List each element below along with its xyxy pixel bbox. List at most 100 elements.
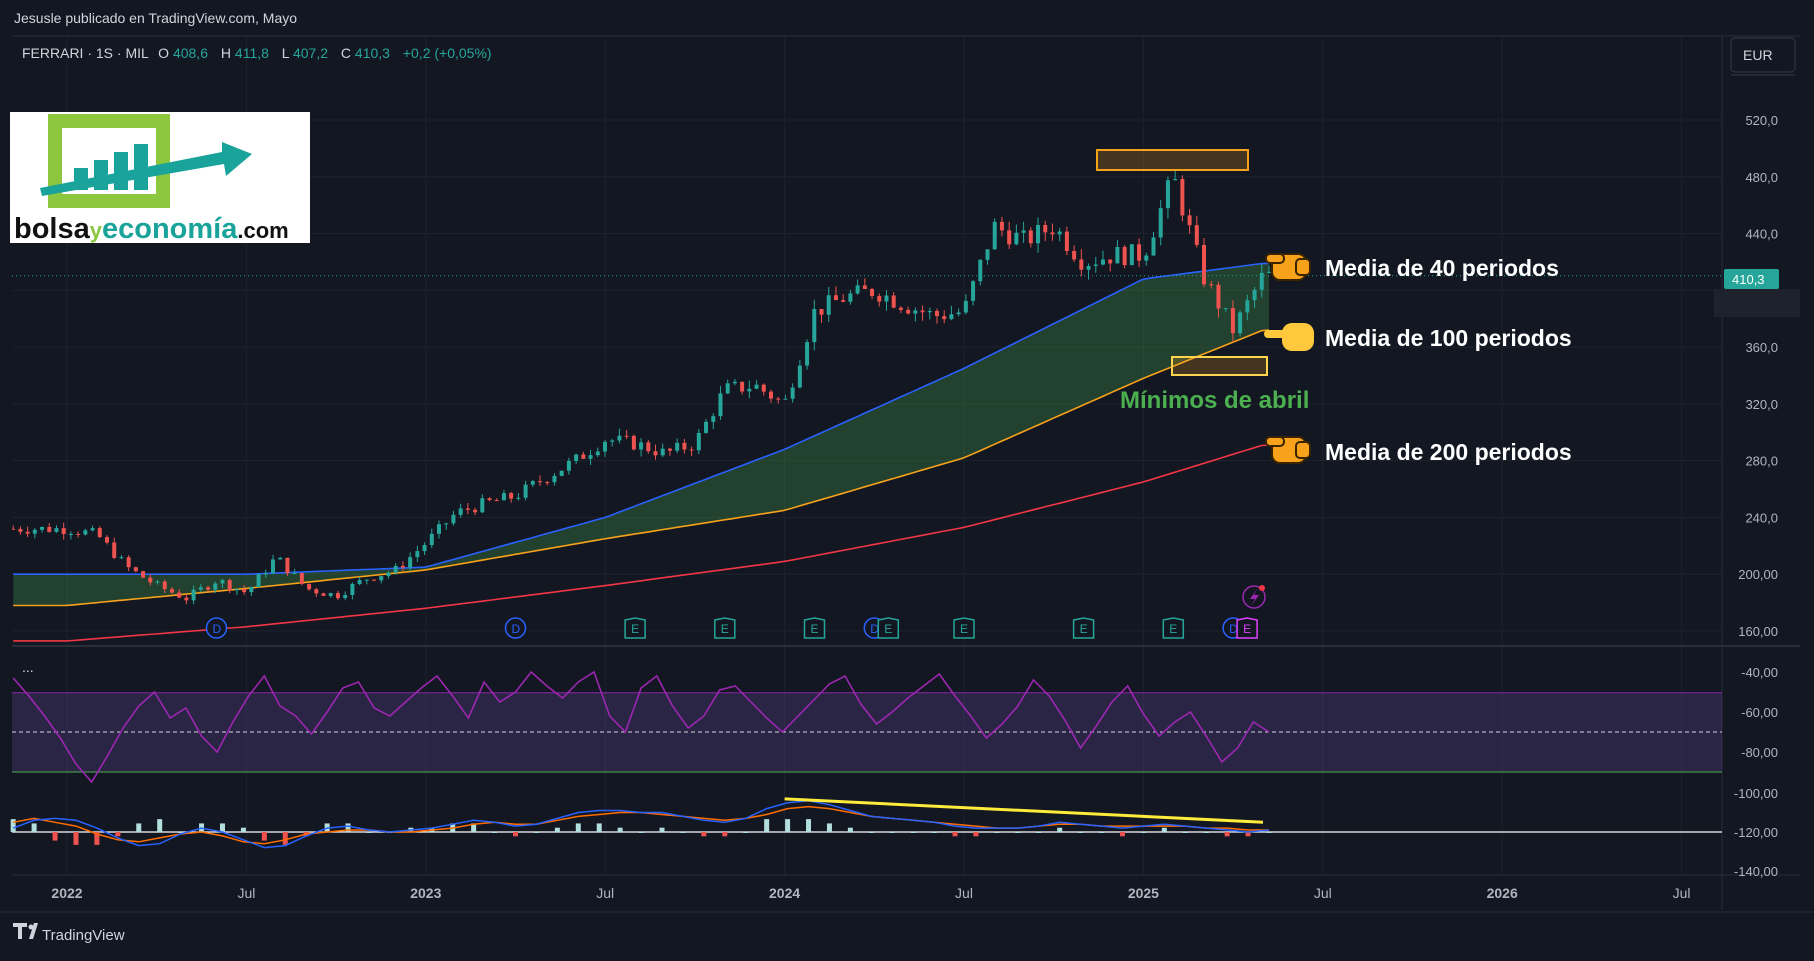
- candle-body[interactable]: [1259, 272, 1264, 290]
- candle-body[interactable]: [155, 581, 160, 583]
- candle-body[interactable]: [624, 435, 629, 437]
- event-marker[interactable]: D: [205, 617, 228, 639]
- candle-body[interactable]: [776, 398, 781, 400]
- candle-body[interactable]: [141, 571, 146, 578]
- candle-body[interactable]: [350, 583, 355, 595]
- candle-body[interactable]: [1223, 308, 1228, 310]
- candle-body[interactable]: [68, 533, 73, 535]
- price-axis[interactable]: 520,0480,0440,0400,0360,0320,0280,0240,0…: [1714, 113, 1800, 879]
- candle-body[interactable]: [112, 542, 117, 558]
- candle-body[interactable]: [451, 514, 456, 524]
- candle-body[interactable]: [429, 533, 434, 546]
- candle-body[interactable]: [942, 316, 947, 320]
- candle-body[interactable]: [177, 592, 182, 598]
- candle-body[interactable]: [1230, 308, 1235, 334]
- candle-body[interactable]: [639, 442, 644, 450]
- april-lows-box[interactable]: [1171, 356, 1268, 376]
- candle-body[interactable]: [588, 455, 593, 459]
- time-axis[interactable]: 2022 Jul 2023 Jul 2024 Jul 2025 Jul 2026 Jul: [51, 885, 1690, 901]
- earnings-marker-icon[interactable]: [714, 617, 736, 639]
- candle-body[interactable]: [1144, 255, 1149, 261]
- candle-body[interactable]: [934, 310, 939, 317]
- candle-body[interactable]: [1252, 289, 1257, 301]
- earnings-marker-icon[interactable]: [953, 617, 975, 639]
- candle-body[interactable]: [675, 442, 680, 451]
- candle-body[interactable]: [234, 589, 239, 591]
- candle-body[interactable]: [768, 391, 773, 399]
- lightning-icon[interactable]: [1242, 585, 1266, 609]
- candle-body[interactable]: [682, 442, 687, 450]
- candle-body[interactable]: [826, 295, 831, 315]
- candle-body[interactable]: [1064, 231, 1069, 251]
- dividend-marker-icon[interactable]: [504, 617, 527, 639]
- candle-body[interactable]: [559, 470, 564, 476]
- currency-box[interactable]: [1730, 37, 1796, 73]
- candle-body[interactable]: [83, 530, 88, 535]
- candle-body[interactable]: [119, 557, 124, 559]
- candle-body[interactable]: [718, 393, 723, 417]
- candle-body[interactable]: [487, 498, 492, 501]
- candle-body[interactable]: [1086, 266, 1091, 270]
- candle-body[interactable]: [646, 442, 651, 452]
- candle-body[interactable]: [1036, 224, 1041, 244]
- candle-body[interactable]: [263, 573, 268, 575]
- candle-body[interactable]: [1100, 259, 1105, 265]
- candle-body[interactable]: [220, 580, 225, 584]
- candle-body[interactable]: [1165, 180, 1170, 209]
- candle-body[interactable]: [292, 573, 297, 575]
- event-marker[interactable]: E: [714, 617, 736, 639]
- earnings-marker-icon[interactable]: [1236, 617, 1258, 639]
- candle-body[interactable]: [11, 528, 16, 530]
- candle-body[interactable]: [704, 421, 709, 433]
- candle-body[interactable]: [206, 587, 211, 590]
- candle-body[interactable]: [740, 381, 745, 392]
- candle-body[interactable]: [833, 295, 838, 301]
- candle-body[interactable]: [761, 384, 766, 392]
- rsi-pane[interactable]: [12, 670, 1722, 784]
- candle-body[interactable]: [256, 574, 261, 588]
- candle-body[interactable]: [1050, 232, 1055, 235]
- candle-body[interactable]: [877, 295, 882, 302]
- candle-body[interactable]: [754, 384, 759, 389]
- currency-selector[interactable]: EUR: [1730, 37, 1796, 76]
- macd-pane[interactable]: [10, 797, 1722, 849]
- candle-body[interactable]: [364, 579, 369, 581]
- candle-body[interactable]: [848, 293, 853, 302]
- candle-body[interactable]: [689, 449, 694, 451]
- candle-body[interactable]: [1216, 284, 1221, 309]
- candle-body[interactable]: [509, 493, 514, 499]
- candle-body[interactable]: [148, 577, 153, 583]
- candle-body[interactable]: [408, 557, 413, 568]
- candle-body[interactable]: [343, 594, 348, 599]
- event-marker[interactable]: E: [1162, 617, 1185, 639]
- earnings-marker-icon[interactable]: [624, 617, 646, 639]
- candle-body[interactable]: [790, 387, 795, 399]
- candle-body[interactable]: [1209, 284, 1214, 286]
- candle-body[interactable]: [307, 583, 312, 590]
- candle-body[interactable]: [1007, 230, 1012, 245]
- candle-body[interactable]: [494, 500, 499, 502]
- candle-body[interactable]: [956, 312, 961, 315]
- candle-body[interactable]: [1079, 259, 1084, 270]
- macd-trendline[interactable]: [784, 797, 1264, 824]
- candle-body[interactable]: [667, 448, 672, 451]
- candle-body[interactable]: [126, 557, 131, 568]
- candle-body[interactable]: [1158, 208, 1163, 238]
- candle-body[interactable]: [213, 583, 218, 590]
- candle-body[interactable]: [299, 573, 304, 584]
- candle-body[interactable]: [444, 523, 449, 525]
- candle-body[interactable]: [631, 435, 636, 450]
- candle-body[interactable]: [1028, 230, 1033, 244]
- candle-body[interactable]: [335, 593, 340, 599]
- candle-body[interactable]: [227, 580, 232, 591]
- candle-body[interactable]: [1173, 179, 1178, 181]
- event-marker[interactable]: E: [877, 617, 900, 639]
- candle-body[interactable]: [393, 565, 398, 573]
- candle-body[interactable]: [169, 589, 174, 593]
- candle-body[interactable]: [545, 482, 550, 484]
- high-zone-box[interactable]: [1096, 149, 1249, 171]
- candle-body[interactable]: [278, 557, 283, 560]
- candle-body[interactable]: [372, 579, 377, 581]
